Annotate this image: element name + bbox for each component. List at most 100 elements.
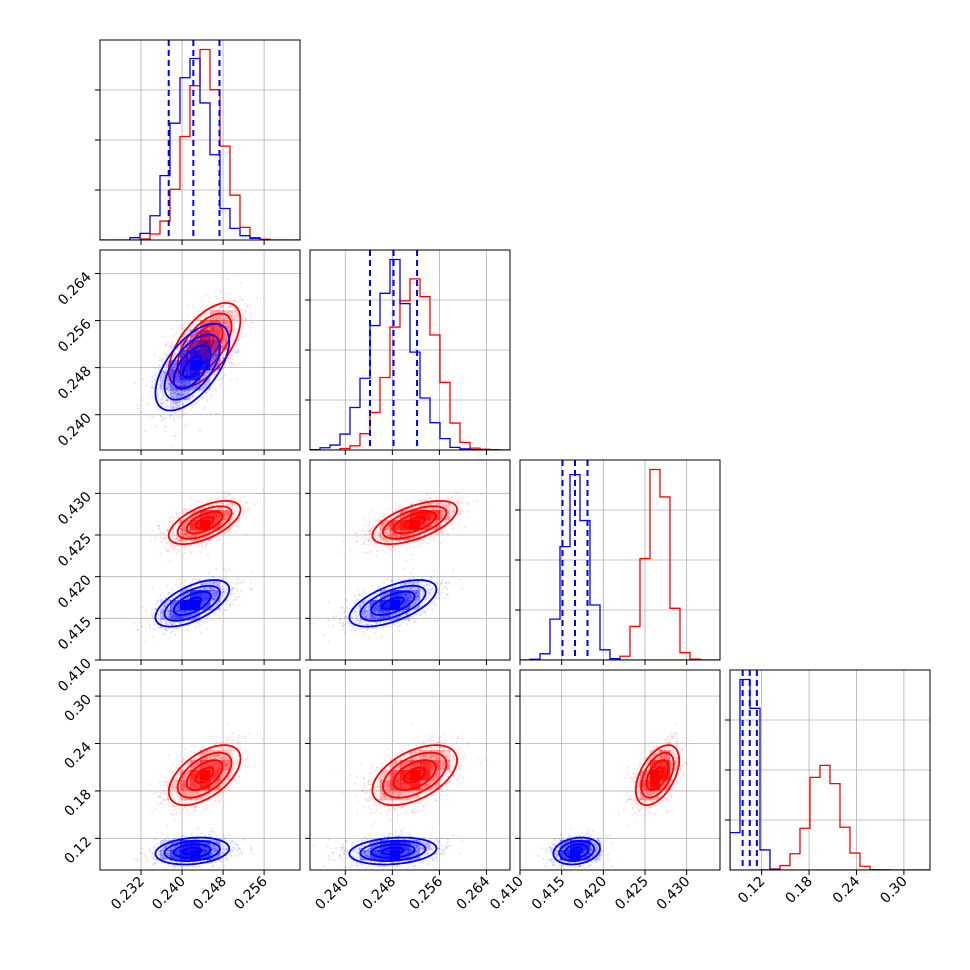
scatter-point [194, 534, 197, 537]
scatter-point [218, 607, 220, 610]
scatter-point [207, 335, 210, 338]
scatter-point [160, 617, 163, 620]
scatter-point [234, 351, 237, 354]
scatter-point [227, 503, 230, 506]
scatter-point [225, 316, 228, 319]
scatter-point [228, 511, 231, 513]
scatter-point [163, 546, 166, 549]
scatter-point [225, 496, 228, 499]
scatter-point [225, 317, 228, 320]
scatter-point [180, 416, 183, 419]
scatter-point [236, 273, 239, 276]
scatter-point [211, 608, 214, 611]
scatter-point [190, 386, 193, 389]
scatter-point [167, 615, 170, 618]
scatter-point [164, 425, 167, 428]
scatter-point [151, 395, 154, 398]
scatter-point [217, 538, 220, 540]
scatter-point [161, 419, 164, 422]
scatter-point [223, 318, 226, 321]
scatter-point [224, 373, 226, 376]
scatter-point [172, 520, 175, 523]
scatter-point [232, 496, 235, 499]
scatter-point [207, 300, 210, 303]
density-cell [190, 380, 201, 391]
scatter-point [227, 324, 230, 327]
scatter-point [187, 535, 190, 538]
scatter-point [214, 355, 217, 358]
scatter-point [194, 530, 197, 532]
scatter-point [195, 386, 198, 389]
scatter-point [221, 591, 224, 594]
scatter-point [228, 505, 231, 508]
scatter-point [156, 388, 159, 391]
scatter-point [175, 352, 178, 355]
scatter-point [201, 346, 204, 349]
scatter-point [168, 613, 171, 616]
scatter-point [181, 539, 184, 542]
scatter-point [169, 621, 172, 624]
scatter-point [221, 345, 224, 347]
scatter-point [182, 403, 185, 406]
scatter-point [228, 304, 231, 307]
scatter-point [198, 383, 201, 386]
scatter-point [161, 391, 164, 394]
scatter-point [173, 402, 175, 405]
scatter-point [163, 537, 166, 540]
scatter-point [165, 344, 167, 347]
scatter-point [198, 533, 201, 536]
scatter-point [221, 305, 224, 308]
scatter-point [204, 586, 207, 589]
scatter-point [181, 391, 184, 394]
scatter-point [232, 335, 235, 338]
scatter-point [154, 538, 156, 541]
scatter-point [234, 335, 237, 337]
scatter-point [214, 347, 217, 349]
scatter-point [170, 521, 172, 524]
scatter-point [222, 526, 225, 529]
scatter-point [251, 321, 253, 324]
scatter-point [202, 341, 205, 344]
scatter-point [243, 335, 246, 338]
scatter-point [215, 580, 218, 583]
scatter-point [200, 342, 203, 345]
scatter-point [235, 508, 238, 511]
scatter-point [223, 317, 226, 320]
scatter-point [149, 540, 152, 543]
scatter-point [179, 596, 182, 599]
scatter-point [233, 299, 236, 302]
scatter-point [197, 347, 200, 350]
scatter-point [192, 535, 195, 538]
scatter-point [148, 623, 151, 626]
scatter-point [190, 328, 193, 331]
scatter-point [216, 377, 219, 380]
scatter-point [210, 374, 213, 377]
scatter-point [213, 588, 216, 591]
scatter-point [219, 378, 222, 381]
scatter-point [156, 396, 159, 399]
scatter-point [195, 331, 198, 334]
scatter-point [169, 342, 172, 345]
scatter-point [228, 528, 231, 531]
scatter-point [184, 539, 187, 542]
scatter-point [165, 548, 168, 551]
scatter-point [205, 315, 208, 318]
scatter-point [171, 407, 174, 410]
scatter-point [214, 354, 217, 357]
scatter-point [160, 384, 162, 387]
scatter-point [179, 622, 181, 625]
panel-0-0 [95, 39, 301, 245]
scatter-point [155, 524, 158, 527]
scatter-point [232, 512, 235, 515]
scatter-point [228, 527, 231, 530]
scatter-point [223, 517, 226, 520]
scatter-point [166, 388, 169, 391]
scatter-point [180, 538, 183, 541]
scatter-point [213, 373, 216, 376]
scatter-point [181, 402, 184, 405]
scatter-point [223, 353, 226, 356]
scatter-point [169, 544, 172, 547]
scatter-point [229, 358, 231, 360]
scatter-point [140, 398, 143, 401]
scatter-point [158, 356, 161, 359]
